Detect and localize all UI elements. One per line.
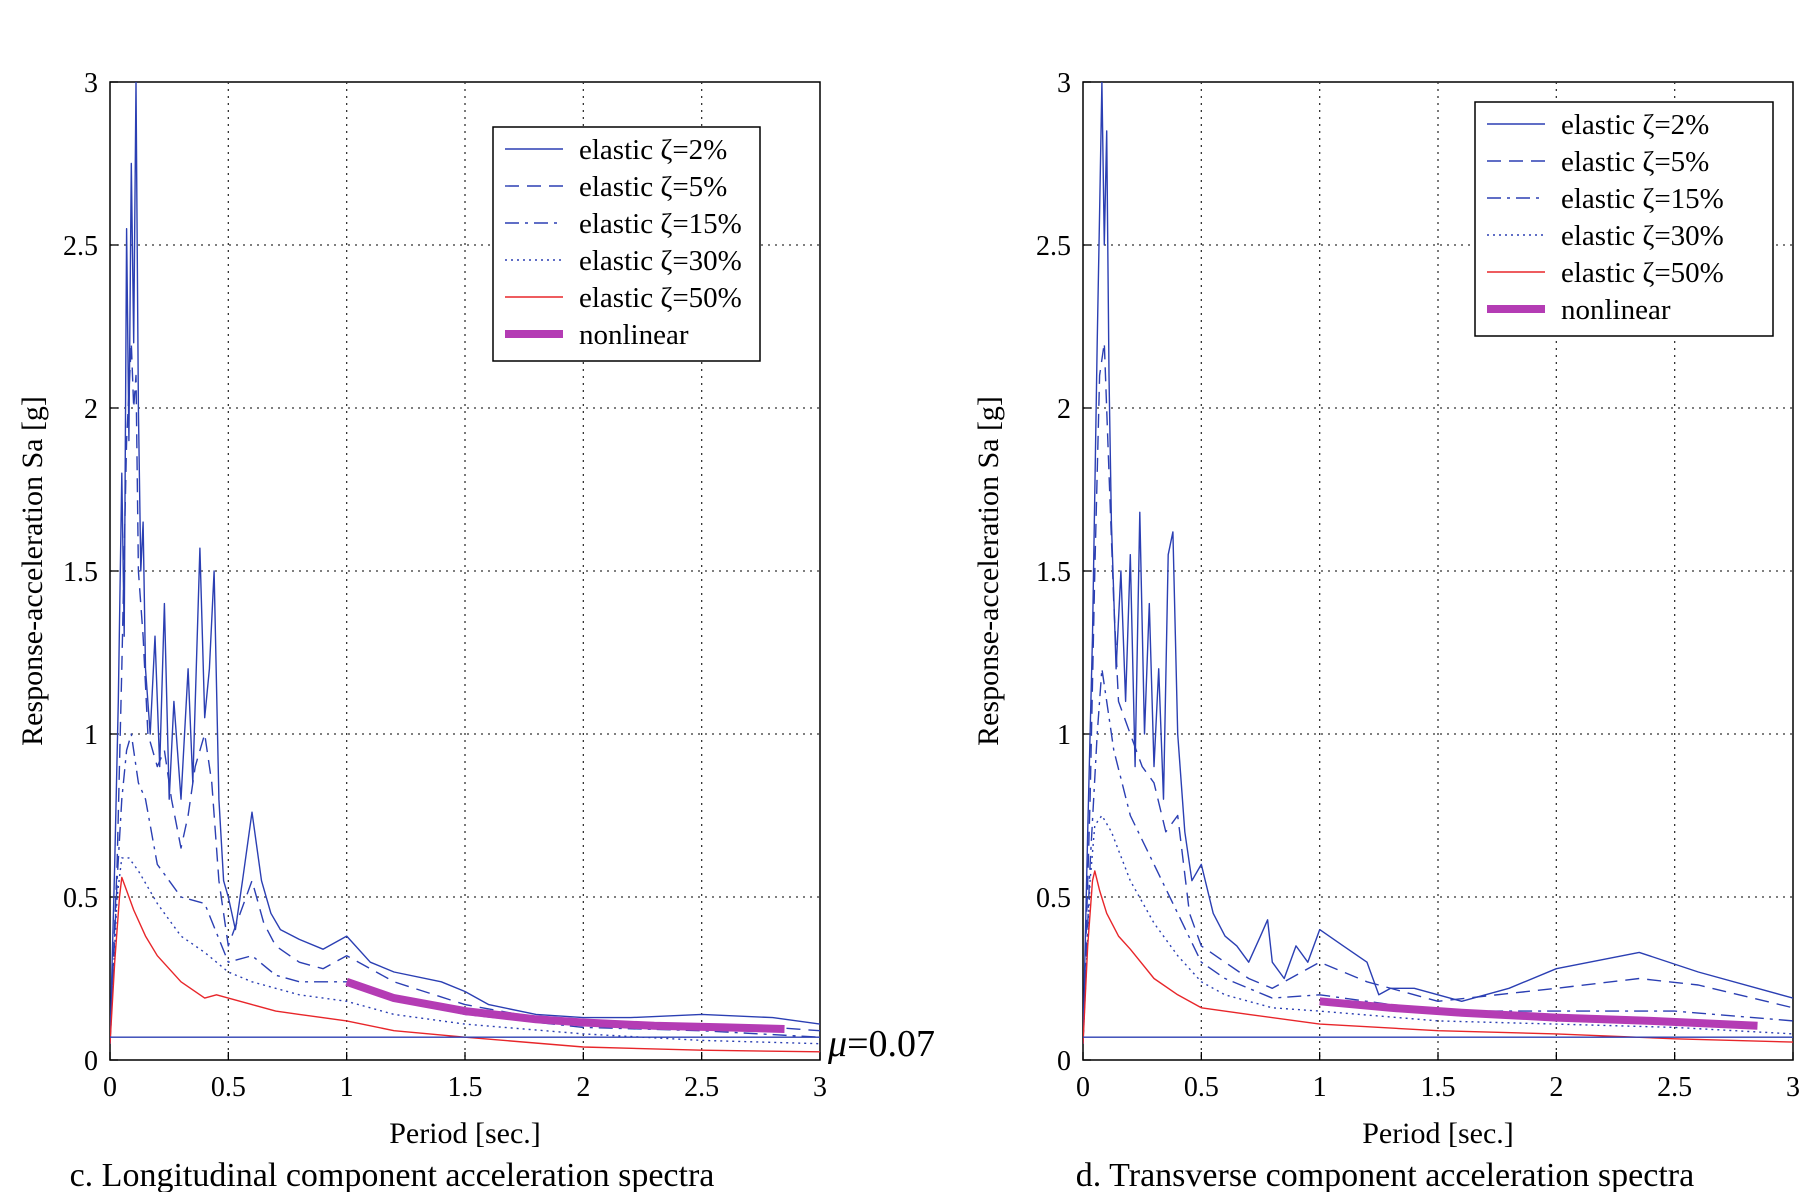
y-tick-label: 1.5: [1036, 557, 1071, 588]
x-tick-label: 3: [1786, 1072, 1800, 1103]
legend-entry: nonlinear: [1561, 294, 1671, 326]
y-tick-label: 0: [1057, 1046, 1071, 1077]
series-elastic-5: [1083, 342, 1793, 1044]
y-tick-labels: 0 0.5 1 1.5 2 2.5 3: [1036, 68, 1071, 1077]
y-tick-label: 3: [84, 68, 98, 99]
series-elastic-5: [110, 342, 820, 1044]
legend-entry: elastic ζ=50%: [1561, 257, 1724, 289]
y-tick-label: 1: [84, 720, 98, 751]
chart-caption: c. Longitudinal component acceleration s…: [70, 1157, 715, 1192]
x-tick-label: 0.5: [1184, 1072, 1219, 1103]
y-tick-label: 1.5: [63, 557, 98, 588]
x-axis-label: Period [sec.]: [389, 1117, 541, 1150]
legend-entry: elastic ζ=30%: [579, 245, 742, 277]
y-tick-label: 1: [1057, 720, 1071, 751]
x-axis-label: Period [sec.]: [1362, 1117, 1514, 1150]
x-tick-label: 1.5: [1421, 1072, 1456, 1103]
y-tick-label: 2: [84, 394, 98, 425]
chart-transverse: 0 0.5 1 1.5 2 2.5 3 0 0.5 1 1.5 2 2.5 3 Period [sec.…: [972, 68, 1800, 1192]
x-tick-label: 0: [103, 1072, 117, 1103]
series-group: [1083, 82, 1793, 1044]
legend-box: [492, 126, 761, 362]
y-tick-label: 3: [1057, 68, 1071, 99]
x-tick-label: 2.5: [1657, 1072, 1692, 1103]
x-tick-label: 2.5: [684, 1072, 719, 1103]
y-tick-label: 2: [1057, 394, 1071, 425]
mu-symbol: μ: [827, 1023, 847, 1065]
series-nonlinear: [1319, 997, 1758, 1030]
chart-caption: d. Transverse component acceleration spe…: [1076, 1157, 1694, 1192]
x-tick-labels: 0 0.5 1 1.5 2 2.5 3: [103, 1072, 827, 1103]
series-elastic-30: [1083, 814, 1793, 1044]
legend-box: [1474, 101, 1774, 337]
legend-entry: elastic ζ=2%: [579, 134, 727, 166]
series-elastic-2: [110, 82, 820, 1044]
y-tick-label: 2.5: [1036, 231, 1071, 262]
series-elastic-15: [1083, 668, 1793, 1044]
legend: elastic ζ=2% elastic ζ=5% elastic ζ=15% ela…: [492, 126, 761, 362]
chart-longitudinal: 0 0.5 1 1.5 2 2.5 3 0 0.5 1 1.5 2 2.5 3 Period [sec.…: [16, 68, 935, 1192]
x-tick-labels: 0 0.5 1 1.5 2 2.5 3: [1076, 1072, 1800, 1103]
legend-entry: elastic ζ=15%: [1561, 183, 1724, 215]
x-tick-label: 0.5: [211, 1072, 246, 1103]
legend-entry: elastic ζ=30%: [1561, 220, 1724, 252]
y-tick-label: 2.5: [63, 231, 98, 262]
series-elastic-15: [110, 733, 820, 1044]
series-elastic-50: [110, 876, 820, 1053]
x-tick-label: 2: [1549, 1072, 1563, 1103]
series-group: [110, 82, 820, 1053]
mu-annotation: μ=0.07: [827, 1023, 935, 1065]
x-tick-label: 1: [340, 1072, 354, 1103]
mu-value: =0.07: [847, 1023, 935, 1065]
legend-entry: elastic ζ=5%: [579, 171, 727, 203]
series-elastic-2: [1083, 82, 1793, 1044]
y-tick-labels: 0 0.5 1 1.5 2 2.5 3: [63, 68, 98, 1077]
legend: elastic ζ=2% elastic ζ=5% elastic ζ=15% ela…: [1474, 101, 1774, 337]
y-tick-label: 0.5: [1036, 883, 1071, 914]
legend-entry: nonlinear: [579, 319, 689, 351]
x-tick-label: 1.5: [448, 1072, 483, 1103]
legend-entry: elastic ζ=50%: [579, 282, 742, 314]
legend-entry: elastic ζ=2%: [1561, 109, 1709, 141]
legend-entry: elastic ζ=5%: [1561, 146, 1709, 178]
y-axis-label: Response-acceleration Sa [g]: [972, 396, 1005, 746]
y-tick-label: 0: [84, 1046, 98, 1077]
legend-entry: elastic ζ=15%: [579, 208, 742, 240]
y-axis-label: Response-acceleration Sa [g]: [16, 396, 49, 746]
x-tick-label: 1: [1313, 1072, 1327, 1103]
x-tick-label: 3: [813, 1072, 827, 1103]
x-tick-label: 0: [1076, 1072, 1090, 1103]
series-nonlinear: [345, 978, 785, 1033]
y-tick-label: 0.5: [63, 883, 98, 914]
series-elastic-50: [1083, 870, 1793, 1044]
x-tick-label: 2: [576, 1072, 590, 1103]
